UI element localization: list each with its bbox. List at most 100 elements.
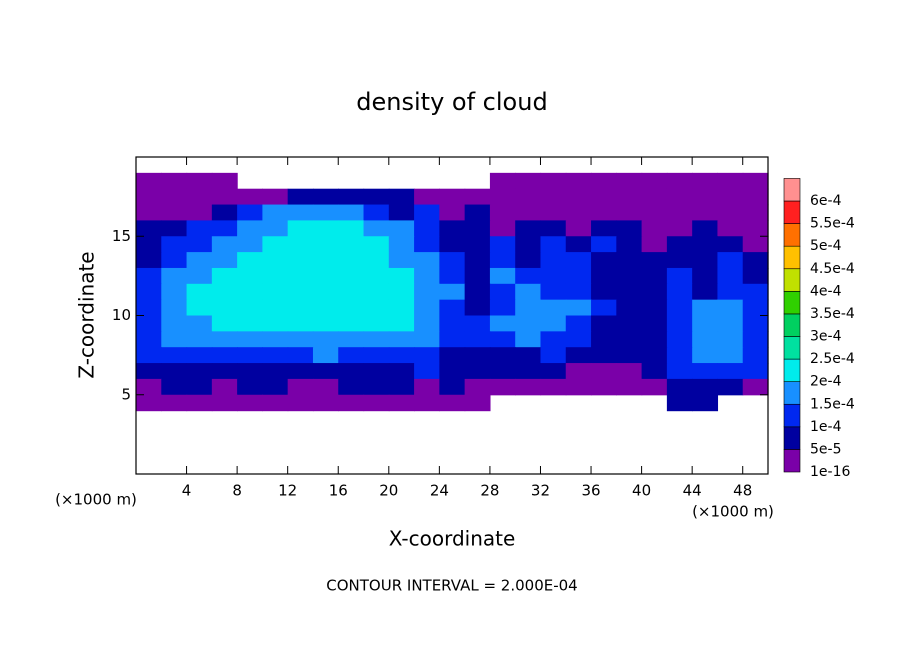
contour-cell (692, 378, 719, 396)
contour-cell (489, 236, 516, 253)
contour-cell (388, 347, 415, 364)
x-tick-label: 36 (581, 482, 600, 500)
x-tick-label: 32 (531, 482, 550, 500)
contour-cell (186, 315, 213, 332)
contour-cell (161, 283, 188, 301)
contour-cell (540, 188, 567, 206)
contour-cell (717, 252, 744, 269)
contour-cell (692, 347, 719, 364)
contour-cell (186, 331, 213, 348)
contour-cell (312, 252, 339, 269)
contour-cell (666, 204, 693, 221)
contour-cell (565, 172, 592, 190)
contour-cell (641, 363, 668, 380)
contour-cell (591, 363, 617, 380)
contour-cell (540, 283, 567, 301)
contour-cell (641, 283, 668, 301)
contour-cell (136, 299, 162, 317)
contour-cell (363, 188, 390, 206)
contour-cell (439, 188, 466, 206)
contour-cell (666, 394, 693, 412)
contour-cell (363, 347, 390, 364)
contour-cell (515, 267, 542, 285)
contour-cell (641, 204, 668, 221)
contour-cell (540, 252, 567, 269)
contour-cell (515, 299, 542, 317)
contour-cell (439, 299, 466, 317)
contour-cell (464, 394, 491, 412)
contour-cell (186, 204, 213, 221)
contour-cell (388, 220, 415, 237)
contour-cell (666, 267, 693, 285)
contour-cell (591, 378, 617, 396)
contour-cell (262, 363, 289, 380)
contour-cell (312, 204, 339, 221)
contour-cell (312, 299, 339, 317)
contour-cell (742, 331, 769, 348)
contour-cell (414, 378, 440, 396)
contour-cell (616, 172, 643, 190)
contour-cell (338, 267, 365, 285)
contour-cell (641, 252, 668, 269)
contour-cell (363, 220, 390, 237)
colorbar-label: 4e-4 (810, 283, 842, 299)
contour-cell (363, 331, 390, 348)
contour-cell (591, 220, 617, 237)
contour-cell (186, 252, 213, 269)
contour-cell (666, 236, 693, 253)
contour-cell (742, 172, 769, 190)
contour-cell (439, 204, 466, 221)
contour-cell (742, 347, 769, 364)
contour-cell (186, 236, 213, 253)
contour-cell (186, 267, 213, 285)
contour-cell (186, 378, 213, 396)
colorbar-box (783, 358, 801, 382)
contour-cell (489, 363, 516, 380)
contour-cell (515, 220, 542, 237)
contour-cell (338, 378, 365, 396)
contour-cell (464, 204, 491, 221)
contour-cell (565, 204, 592, 221)
contour-cell (211, 331, 238, 348)
contour-cell (388, 299, 415, 317)
contour-cell (136, 252, 162, 269)
colorbar-label: 4.5e-4 (810, 261, 855, 277)
contour-cell (489, 299, 516, 317)
contour-cell (666, 252, 693, 269)
contour-cell (262, 236, 289, 253)
contour-cell (439, 394, 466, 412)
colorbar-label: 3.5e-4 (810, 306, 855, 322)
contour-cell (338, 315, 365, 332)
contour-cell (161, 188, 188, 206)
contour-cell (439, 283, 466, 301)
contour-cell (591, 283, 617, 301)
contour-cell (565, 347, 592, 364)
contour-cell (287, 347, 314, 364)
contour-cell (161, 347, 188, 364)
contour-cell (237, 394, 263, 412)
contour-cell (136, 394, 162, 412)
contour-cell (439, 347, 466, 364)
x-tick-label: 16 (329, 482, 348, 500)
contour-cell (616, 220, 643, 237)
contour-cell (666, 378, 693, 396)
contour-cell (186, 299, 213, 317)
contour-cell (666, 188, 693, 206)
contour-cell (161, 236, 188, 253)
contour-cell (388, 267, 415, 285)
contour-cell (616, 347, 643, 364)
contour-cell (186, 188, 213, 206)
contour-cell (414, 188, 440, 206)
contour-cell (515, 331, 542, 348)
colorbar-box (783, 223, 801, 247)
contour-cell (136, 347, 162, 364)
contour-cell (565, 267, 592, 285)
contour-cell (591, 315, 617, 332)
contour-cell (742, 363, 769, 380)
contour-cell (464, 378, 491, 396)
x-tick-label: 4 (182, 482, 192, 500)
contour-cell (565, 378, 592, 396)
contour-cell (363, 236, 390, 253)
contour-cell (414, 204, 440, 221)
contour-cell (363, 299, 390, 317)
